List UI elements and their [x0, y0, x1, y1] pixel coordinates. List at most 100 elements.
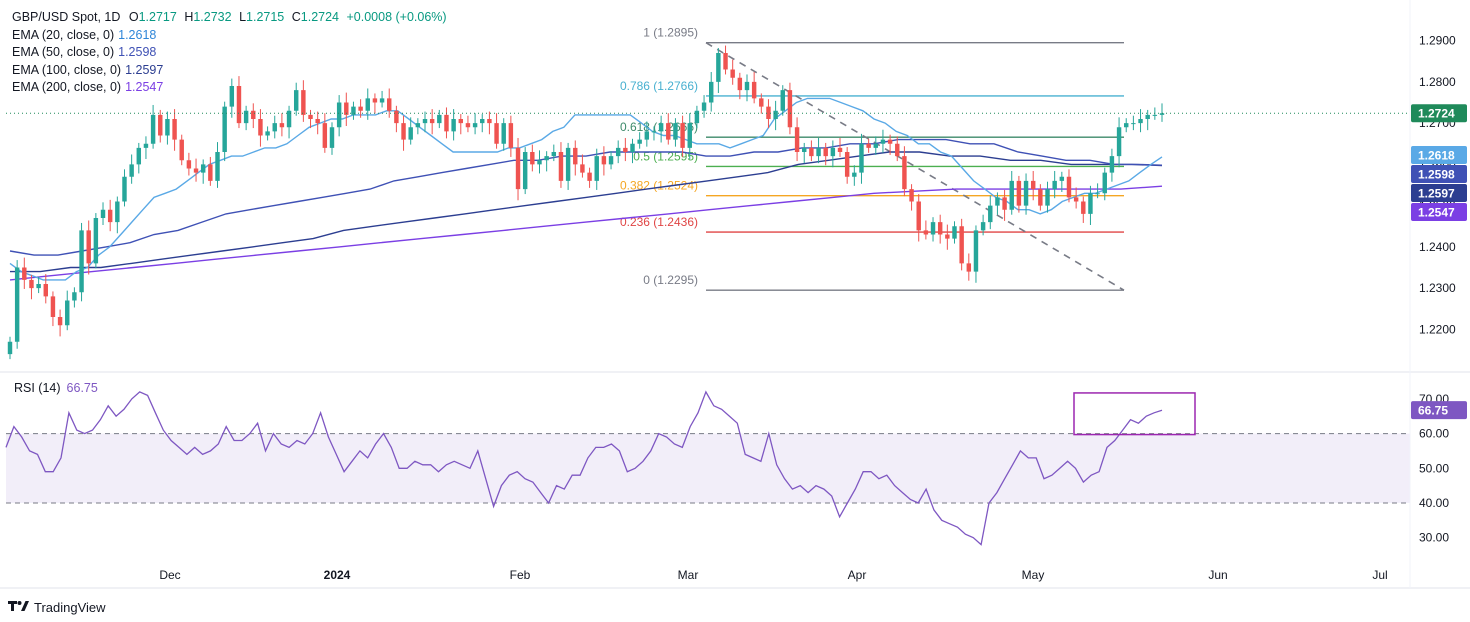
candle-body — [787, 90, 793, 128]
candle — [995, 192, 1000, 215]
candle — [301, 80, 306, 122]
candle-body — [630, 143, 635, 152]
candle — [437, 109, 442, 129]
candle-body — [186, 160, 192, 169]
candle — [487, 111, 492, 135]
candle-body — [36, 284, 41, 289]
candle-body — [1073, 197, 1079, 202]
candle — [193, 158, 199, 182]
candle-body — [429, 119, 435, 124]
candle-body — [1145, 114, 1150, 119]
candle-body — [623, 147, 628, 152]
candle-body — [973, 230, 979, 272]
candle — [658, 115, 664, 143]
trend-line — [705, 41, 1125, 291]
candle — [100, 202, 106, 226]
candle-body — [50, 296, 56, 317]
candle — [1138, 109, 1143, 133]
candle-body — [544, 156, 549, 161]
candle — [909, 184, 914, 211]
candle-body — [293, 90, 299, 111]
candle — [150, 104, 156, 149]
candle-body — [1109, 156, 1115, 173]
candle — [165, 111, 170, 145]
candle-body — [766, 106, 771, 119]
candle-body — [701, 102, 707, 111]
candle — [923, 220, 929, 240]
candle-body — [751, 81, 757, 99]
tradingview-logo-icon — [8, 600, 30, 615]
high-label: H — [184, 10, 194, 24]
candle — [36, 276, 41, 294]
candle-body — [565, 147, 571, 181]
candle-body — [895, 143, 900, 157]
fib-level-label: 0 (1.2295) — [643, 273, 698, 287]
candle — [429, 109, 435, 135]
price-tick-label: 1.2300 — [1419, 281, 1456, 295]
candle — [315, 111, 320, 135]
ema-price-badge: 1.2598 — [1418, 168, 1455, 182]
time-tick-label: May — [1022, 568, 1045, 582]
candle-body — [258, 119, 263, 136]
candle-body — [530, 152, 535, 165]
candle — [530, 144, 535, 172]
candle — [644, 121, 650, 147]
candle-body — [472, 123, 478, 128]
candle — [651, 126, 657, 141]
candle — [773, 100, 778, 131]
candle — [1059, 171, 1065, 193]
candle — [1159, 103, 1165, 122]
fib-level-label: 0.236 (1.2436) — [620, 215, 698, 229]
change-value: +0.0008 (+0.06%) — [346, 10, 447, 24]
candle-body — [573, 147, 578, 165]
candle-body — [1124, 123, 1129, 128]
candle-body — [909, 189, 914, 202]
candle — [794, 117, 800, 162]
rsi-tick-label: 60.00 — [1419, 427, 1449, 441]
candle — [988, 195, 993, 230]
brand-name: TradingView — [34, 600, 106, 615]
candle-body — [680, 123, 685, 148]
candle — [830, 140, 836, 168]
ema-price-badge: 1.2618 — [1418, 149, 1455, 163]
price-tick-label: 1.2400 — [1419, 240, 1456, 254]
candle-body — [179, 139, 184, 161]
tradingview-brand[interactable]: TradingView — [8, 600, 106, 615]
candle — [708, 71, 714, 112]
ema-price-badge-bg — [1411, 165, 1467, 183]
candle — [1052, 170, 1057, 199]
candle — [408, 117, 413, 145]
ema-lines — [9, 97, 1163, 281]
candle-body — [916, 201, 921, 231]
candle-body — [866, 143, 871, 148]
candle — [265, 126, 270, 141]
candle-body — [222, 106, 227, 152]
candle — [573, 140, 578, 176]
candle-body — [515, 147, 521, 190]
legend-symbol-row: GBP/USD Spot, 1D O1.2717 H1.2732 L1.2715… — [12, 9, 447, 27]
candle-body — [415, 123, 421, 128]
candle — [1045, 181, 1050, 213]
rsi-tick-label: 30.00 — [1419, 531, 1449, 545]
candle — [222, 101, 227, 162]
candle — [179, 134, 184, 166]
candle-body — [1131, 123, 1136, 125]
time-tick-label: Apr — [848, 568, 867, 582]
candle-body — [494, 123, 499, 144]
fib-trend-dashed-line — [705, 41, 1125, 291]
candle — [1073, 187, 1079, 209]
candle — [465, 115, 471, 133]
candle-body — [1009, 180, 1014, 210]
candle — [780, 85, 785, 116]
candle-body — [723, 53, 728, 70]
candle-body — [587, 172, 592, 181]
price-tick-label: 1.2200 — [1419, 322, 1456, 336]
time-axis: Dec 2024 Feb Mar Apr May Jun Jul — [159, 568, 1387, 582]
candle-body — [1016, 180, 1022, 206]
candle-body — [952, 226, 957, 239]
candle — [365, 88, 370, 120]
candle — [580, 154, 585, 178]
candle — [508, 115, 514, 157]
candle-body — [1059, 176, 1065, 181]
